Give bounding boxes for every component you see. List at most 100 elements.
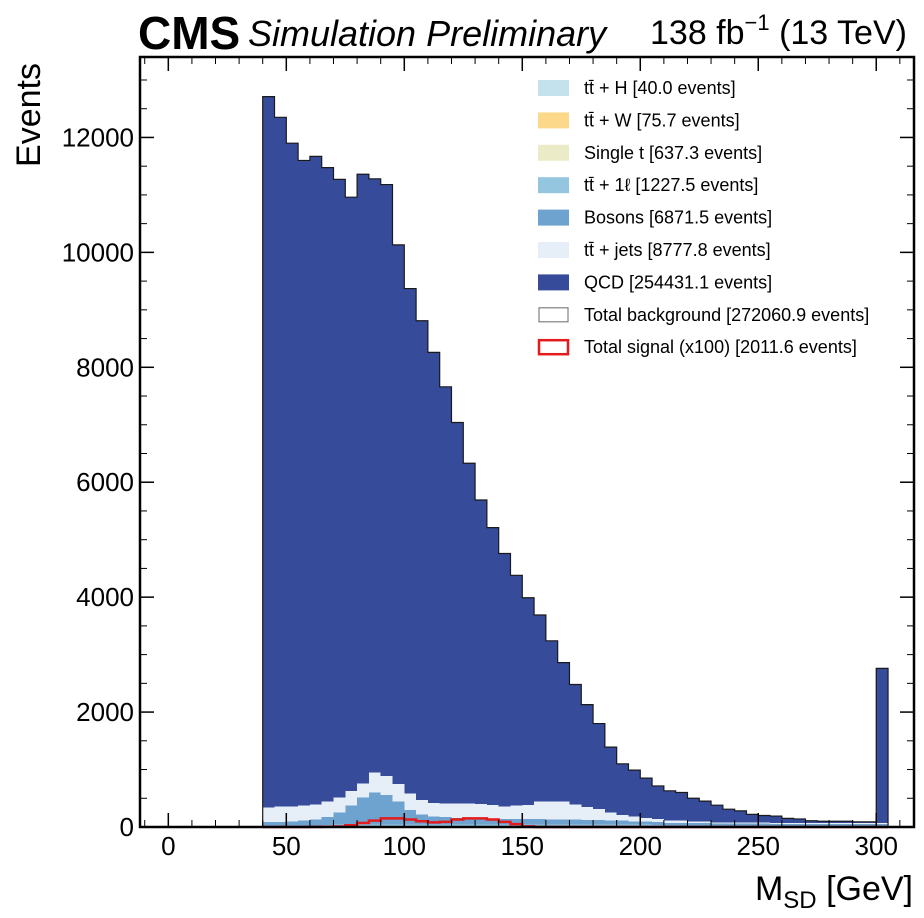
bar-6-0: [262, 96, 275, 808]
bar-6-30: [616, 763, 629, 815]
legend-swatch: [538, 242, 569, 258]
bar-4-21: [510, 818, 523, 825]
bar-4-0: [262, 821, 275, 826]
bar-5-36: [687, 821, 700, 823]
bar-5-46: [805, 822, 818, 825]
legend-swatch: [538, 144, 569, 161]
bar-5-39: [722, 822, 735, 824]
bar-5-14: [427, 802, 440, 817]
bar-6-20: [498, 553, 511, 807]
y-tick-label: 4000: [76, 582, 134, 612]
legend-label: Single t [637.3 events]: [584, 143, 762, 163]
bar-5-5: [321, 801, 334, 817]
cms-label: CMS: [138, 7, 240, 59]
bar-5-51: [864, 822, 877, 825]
bar-6-35: [675, 792, 688, 821]
bar-5-15: [439, 803, 452, 818]
bar-4-4: [309, 819, 322, 826]
lumi-label: 138 fb−1 (13 TeV): [650, 10, 907, 52]
bar-4-10: [380, 794, 393, 825]
bar-6-7: [345, 197, 358, 791]
bar-4-28: [593, 820, 605, 825]
bar-4-35: [675, 822, 688, 826]
lumi-value: 138 fb: [650, 14, 745, 52]
lumi-exponent: −1: [745, 10, 770, 35]
legend-swatch: [538, 274, 569, 291]
bar-6-13: [416, 320, 428, 800]
bar-5-8: [357, 783, 369, 798]
bar-4-50: [852, 824, 865, 826]
bar-6-18: [475, 500, 487, 805]
bar-5-45: [793, 822, 806, 825]
bar-6-24: [545, 640, 558, 802]
bar-5-30: [616, 814, 629, 821]
bar-6-33: [652, 785, 664, 820]
bar-6-3: [298, 160, 310, 806]
bar-4-41: [746, 823, 759, 826]
bar-4-17: [463, 817, 476, 825]
bar-6-31: [628, 770, 641, 817]
bar-4-38: [711, 823, 723, 826]
bar-5-6: [333, 797, 346, 813]
bar-4-33: [652, 822, 664, 825]
legend-label: Bosons [6871.5 events]: [584, 208, 772, 228]
bar-6-4: [309, 156, 322, 805]
bar-4-26: [569, 819, 582, 825]
bar-4-36: [687, 822, 700, 826]
bar-6-28: [593, 723, 605, 810]
bar-6-21: [510, 575, 523, 806]
bar-5-0: [262, 807, 275, 822]
bar-5-12: [404, 793, 417, 810]
bar-4-27: [581, 820, 594, 825]
x-tick-label: 0: [161, 831, 175, 861]
bar-6-16: [451, 422, 464, 804]
bar-4-23: [534, 818, 546, 825]
x-axis-label: MSD [GeV]: [755, 870, 913, 914]
x-axis-label-unit: [GeV]: [817, 870, 913, 908]
bar-5-44: [781, 822, 794, 825]
bar-4-9: [368, 792, 381, 825]
bar-6-36: [687, 798, 700, 822]
bar-4-6: [333, 812, 346, 825]
bar-6-9: [368, 178, 381, 773]
bar-6-38: [711, 805, 723, 823]
bar-5-41: [746, 822, 759, 824]
bar-5-3: [298, 805, 310, 821]
bar-6-8: [357, 174, 369, 784]
bar-6-23: [534, 614, 546, 802]
x-tick-label: 150: [501, 831, 544, 861]
bar-5-33: [652, 819, 664, 823]
legend-label: Total signal (x100) [2011.6 events]: [584, 337, 857, 357]
bar-5-48: [829, 822, 841, 825]
bar-5-21: [510, 805, 523, 819]
bar-6-1: [274, 117, 287, 807]
bar-5-52: [876, 822, 889, 825]
plot-frame: [138, 55, 916, 829]
bar-4-1: [274, 821, 287, 826]
axis-tick-labels: 0 50 100 150 200 250 300 0 2000 4000 6000 8000 10000…: [62, 122, 898, 861]
y-tick-label: 10000: [62, 237, 134, 267]
bar-4-52: [876, 824, 889, 826]
bar-5-50: [852, 822, 865, 825]
bar-6-6: [333, 179, 346, 798]
x-tick-label: 250: [737, 831, 780, 861]
bar-5-40: [734, 822, 747, 824]
bar-5-49: [840, 822, 853, 825]
bar-6-44: [781, 818, 794, 823]
bar-5-7: [345, 790, 358, 806]
x-tick-label: 300: [855, 831, 898, 861]
bar-4-11: [392, 801, 405, 825]
bar-6-40: [734, 810, 747, 823]
bar-5-32: [640, 817, 653, 822]
bar-6-41: [746, 814, 759, 823]
bar-6-37: [699, 801, 712, 822]
legend-swatch: [538, 307, 569, 323]
bar-4-32: [640, 821, 653, 825]
bar-4-5: [321, 816, 334, 825]
bar-4-37: [699, 822, 712, 826]
bar-6-47: [817, 821, 830, 823]
bar-4-7: [345, 805, 358, 825]
bar-5-43: [770, 822, 782, 825]
bar-4-3: [298, 820, 310, 826]
